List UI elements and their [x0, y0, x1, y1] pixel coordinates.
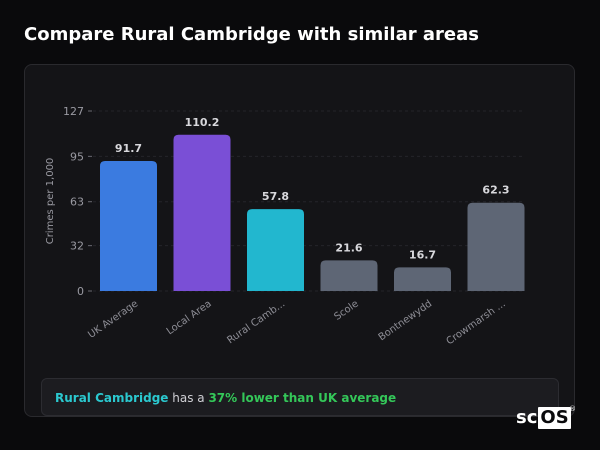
summary-area-name: Rural Cambridge — [55, 391, 169, 405]
summary-connector: has a — [168, 391, 209, 405]
x-category-label: UK Average — [86, 298, 140, 340]
bar-0 — [100, 161, 157, 291]
page-title: Compare Rural Cambridge with similar are… — [24, 24, 479, 45]
bar-3 — [320, 260, 378, 291]
summary-box: Rural Cambridge has a 37% lower than UK … — [41, 378, 559, 416]
bar-1 — [173, 134, 231, 291]
bar-4 — [394, 267, 451, 291]
x-category-label: Rural Camb... — [225, 298, 287, 346]
y-axis-label: Crimes per 1,000 — [45, 158, 56, 245]
y-tick-label: 0 — [77, 285, 84, 298]
bar-5 — [467, 202, 525, 291]
y-tick-label: 63 — [70, 196, 84, 209]
bar-value-label: 57.8 — [262, 190, 289, 203]
summary-stat: 37% lower than UK average — [208, 391, 397, 405]
x-category-label: Local Area — [165, 298, 214, 337]
logo-text-boxed: OS — [538, 407, 571, 429]
registered-mark: ® — [569, 405, 576, 413]
bar-2 — [247, 209, 304, 291]
x-category-label: Scole — [332, 298, 360, 322]
bar-value-label: 62.3 — [482, 184, 509, 197]
y-tick-label: 95 — [70, 150, 84, 163]
x-category-label: Crowmarsh ... — [445, 298, 508, 347]
y-tick-label: 32 — [70, 240, 84, 253]
y-tick-label: 127 — [63, 105, 84, 118]
logo-text-left: sc — [516, 407, 538, 428]
bar-value-label: 110.2 — [185, 116, 220, 129]
x-category-label: Bontnewydd — [377, 298, 435, 343]
bar-value-label: 16.7 — [409, 248, 436, 261]
bar-value-label: 91.7 — [115, 142, 142, 155]
comparison-card: 0 32 63 95 127 Crimes per 1,000 91.7 UK Averag… — [24, 64, 575, 417]
crime-bar-chart: 0 32 63 95 127 Crimes per 1,000 91.7 UK Averag… — [45, 105, 525, 347]
scos-logo: sc OS — [516, 407, 571, 429]
bar-value-label: 21.6 — [335, 241, 362, 254]
